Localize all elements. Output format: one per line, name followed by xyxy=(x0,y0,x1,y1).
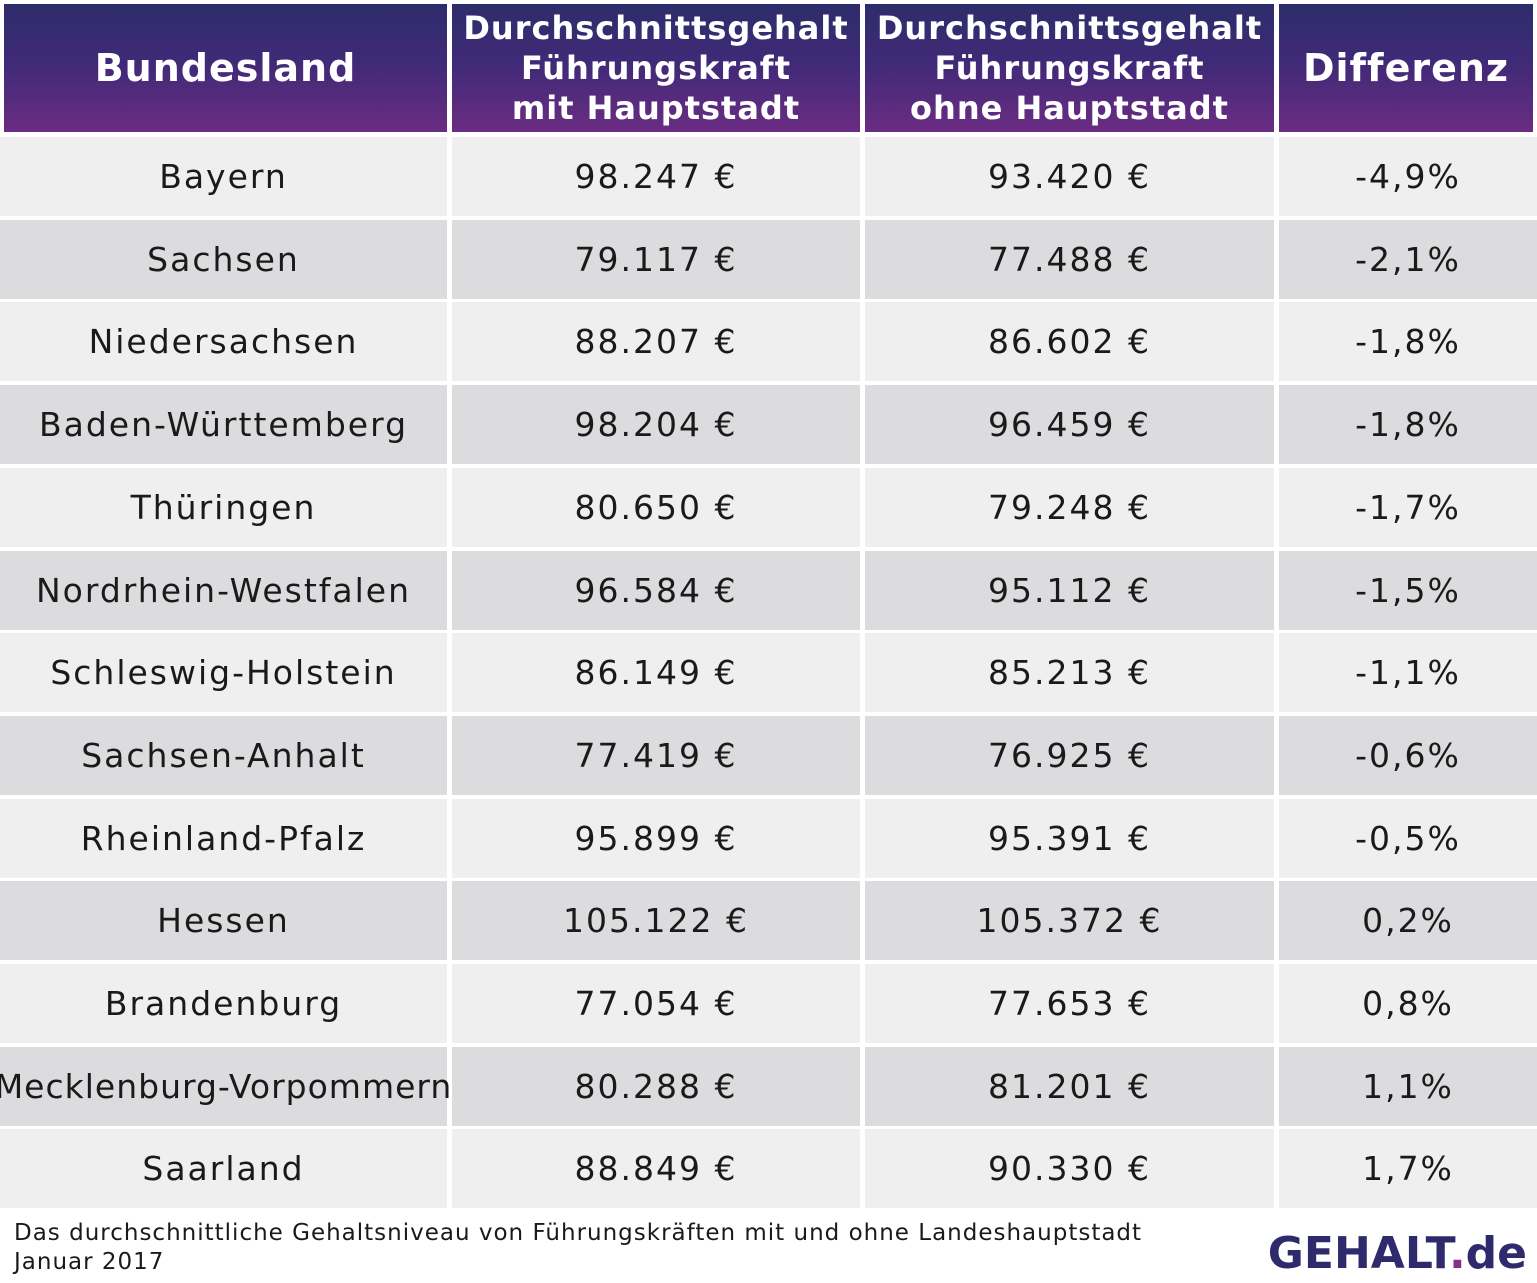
logo-dot: . xyxy=(1448,1228,1466,1279)
cell-ohne-hauptstadt: 76.925 € xyxy=(865,716,1274,795)
header-ohne-line-1: Durchschnittsgehalt xyxy=(876,9,1263,47)
cell-differenz: 0,8% xyxy=(1279,964,1537,1043)
cell-mit-hauptstadt: 98.204 € xyxy=(452,385,860,464)
cell-ohne-hauptstadt: 96.459 € xyxy=(865,385,1274,464)
cell-bundesland: Sachsen xyxy=(0,220,447,299)
cell-differenz: 1,7% xyxy=(1279,1129,1537,1208)
cell-differenz: -1,7% xyxy=(1279,468,1537,547)
cell-differenz: -1,8% xyxy=(1279,302,1537,381)
cell-mit-hauptstadt: 95.899 € xyxy=(452,799,860,878)
cell-bundesland: Saarland xyxy=(0,1129,447,1208)
cell-mit-hauptstadt: 88.207 € xyxy=(452,302,860,381)
cell-bundesland: Niedersachsen xyxy=(0,302,447,381)
cell-ohne-hauptstadt: 95.112 € xyxy=(865,551,1274,630)
header-mit-line-2: Führungskraft xyxy=(521,49,791,87)
cell-bundesland: Brandenburg xyxy=(0,964,447,1043)
cell-mit-hauptstadt: 105.122 € xyxy=(452,881,860,960)
header-ohne-line-3: ohne Hauptstadt xyxy=(910,89,1229,127)
cell-ohne-hauptstadt: 79.248 € xyxy=(865,468,1274,547)
cell-ohne-hauptstadt: 85.213 € xyxy=(865,633,1274,712)
cell-differenz: 0,2% xyxy=(1279,881,1537,960)
header-differenz: Differenz xyxy=(1279,4,1533,132)
cell-mit-hauptstadt: 79.117 € xyxy=(452,220,860,299)
footnote-description: Das durchschnittliche Gehaltsniveau von … xyxy=(14,1220,1143,1246)
cell-mit-hauptstadt: 80.288 € xyxy=(452,1047,860,1126)
logo-text: GEHALT xyxy=(1267,1228,1449,1279)
footnote-date: Januar 2017 xyxy=(14,1249,165,1275)
cell-differenz: -2,1% xyxy=(1279,220,1537,299)
cell-bundesland: Bayern xyxy=(0,137,447,216)
cell-differenz: -4,9% xyxy=(1279,137,1537,216)
cell-differenz: 1,1% xyxy=(1279,1047,1537,1126)
cell-ohne-hauptstadt: 93.420 € xyxy=(865,137,1274,216)
header-mit-line-3: mit Hauptstadt xyxy=(511,89,801,127)
cell-differenz: -1,1% xyxy=(1279,633,1537,712)
header-mit-hauptstadt: Durchschnittsgehalt Führungskraft mit Ha… xyxy=(452,4,860,132)
cell-bundesland: Hessen xyxy=(0,881,447,960)
cell-bundesland: Nordrhein-Westfalen xyxy=(0,551,447,630)
cell-bundesland: Rheinland-Pfalz xyxy=(0,799,447,878)
cell-differenz: -0,5% xyxy=(1279,799,1537,878)
cell-ohne-hauptstadt: 105.372 € xyxy=(865,881,1274,960)
cell-mit-hauptstadt: 98.247 € xyxy=(452,137,860,216)
cell-bundesland: Baden-Württemberg xyxy=(0,385,447,464)
cell-mit-hauptstadt: 88.849 € xyxy=(452,1129,860,1208)
cell-differenz: -1,8% xyxy=(1279,385,1537,464)
cell-ohne-hauptstadt: 86.602 € xyxy=(865,302,1274,381)
cell-bundesland: Sachsen-Anhalt xyxy=(0,716,447,795)
gehalt-logo: GEHALT.de xyxy=(1268,1228,1527,1279)
header-bundesland: Bundesland xyxy=(4,4,447,132)
cell-ohne-hauptstadt: 81.201 € xyxy=(865,1047,1274,1126)
header-mit-line-1: Durchschnittsgehalt xyxy=(463,9,849,47)
header-ohne-hauptstadt: Durchschnittsgehalt Führungskraft ohne H… xyxy=(865,4,1274,132)
cell-ohne-hauptstadt: 95.391 € xyxy=(865,799,1274,878)
cell-bundesland: Thüringen xyxy=(0,468,447,547)
cell-mit-hauptstadt: 77.419 € xyxy=(452,716,860,795)
cell-ohne-hauptstadt: 90.330 € xyxy=(865,1129,1274,1208)
logo-tld: de xyxy=(1465,1228,1527,1279)
cell-ohne-hauptstadt: 77.653 € xyxy=(865,964,1274,1043)
header-ohne-line-2: Führungskraft xyxy=(934,49,1205,87)
cell-mit-hauptstadt: 77.054 € xyxy=(452,964,860,1043)
cell-mit-hauptstadt: 96.584 € xyxy=(452,551,860,630)
cell-mit-hauptstadt: 86.149 € xyxy=(452,633,860,712)
salary-table: Bundesland Durchschnittsgehalt Führungsk… xyxy=(0,4,1537,1208)
cell-bundesland: Mecklenburg-Vorpommern xyxy=(0,1047,451,1126)
cell-ohne-hauptstadt: 77.488 € xyxy=(865,220,1274,299)
cell-differenz: -1,5% xyxy=(1279,551,1537,630)
cell-differenz: -0,6% xyxy=(1279,716,1537,795)
cell-mit-hauptstadt: 80.650 € xyxy=(452,468,860,547)
cell-bundesland: Schleswig-Holstein xyxy=(0,633,447,712)
